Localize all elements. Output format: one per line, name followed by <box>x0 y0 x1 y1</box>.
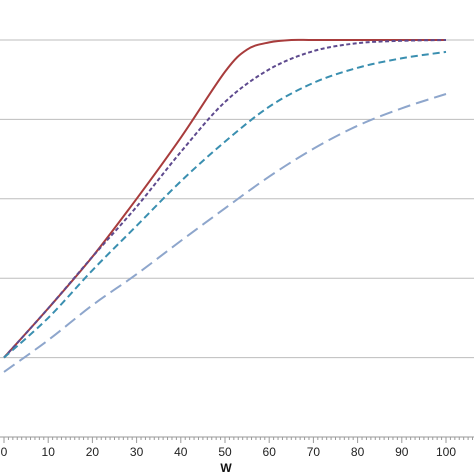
x-axis <box>0 436 474 443</box>
x-tick-label-80: 80 <box>351 445 365 459</box>
x-tick-label-10: 10 <box>42 445 56 459</box>
x-tick-label-100: 100 <box>436 445 456 459</box>
series-lines <box>3 38 447 373</box>
series-line-4 <box>3 93 447 373</box>
x-tick-label-50: 50 <box>218 445 232 459</box>
series-line-3 <box>3 50 447 359</box>
x-tick-label-20: 20 <box>86 445 100 459</box>
x-tick-label-60: 60 <box>263 445 277 459</box>
x-tick-label-30: 30 <box>130 445 144 459</box>
x-tick-label-0: 0 <box>1 445 8 459</box>
x-tick-label-70: 70 <box>307 445 321 459</box>
series-line-2 <box>3 39 447 359</box>
x-tick-labels: 0 10 20 30 40 50 60 70 80 90 100 <box>1 445 457 459</box>
x-tick-label-40: 40 <box>174 445 188 459</box>
x-tick-label-90: 90 <box>395 445 409 459</box>
x-axis-title: W <box>220 461 232 474</box>
